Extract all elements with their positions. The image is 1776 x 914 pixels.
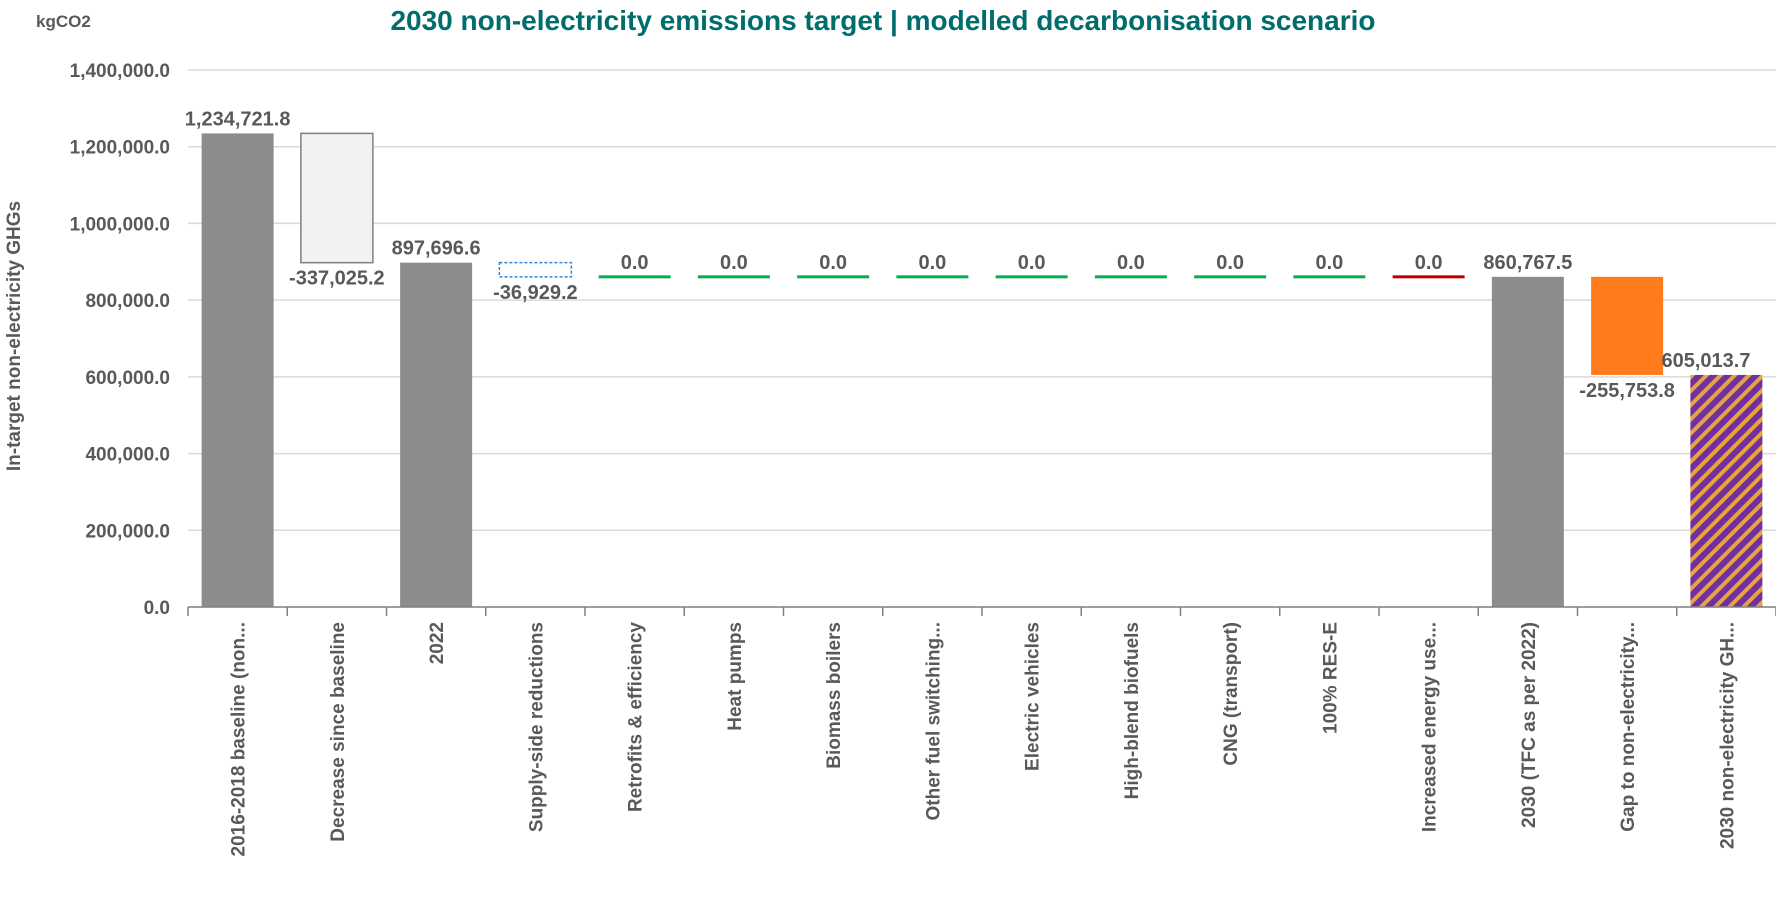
bar bbox=[1392, 275, 1465, 279]
bars bbox=[201, 132, 1763, 607]
category-label: Other fuel switching... bbox=[923, 622, 944, 820]
category-label: Retrofits & efficiency bbox=[626, 622, 647, 812]
y-tick-label: 800,000.0 bbox=[85, 291, 170, 312]
category-label: 2030 (TFC as per 2022) bbox=[1519, 622, 1540, 828]
data-label: 860,767.5 bbox=[1483, 252, 1572, 274]
category-label: Heat pumps bbox=[725, 622, 746, 731]
bar bbox=[995, 275, 1068, 279]
data-label: 605,013.7 bbox=[1662, 350, 1751, 372]
data-label: -337,025.2 bbox=[289, 268, 385, 290]
category-label: Electric vehicles bbox=[1023, 622, 1044, 771]
bar bbox=[697, 275, 770, 279]
data-label: 0.0 bbox=[819, 252, 847, 274]
y-tick-label: 600,000.0 bbox=[85, 368, 170, 389]
y-axis-label: In-target non-electricity GHGs bbox=[4, 201, 25, 471]
bar bbox=[1293, 275, 1366, 279]
data-label: 0.0 bbox=[1117, 252, 1145, 274]
bar bbox=[1094, 275, 1167, 279]
x-axis bbox=[187, 606, 1776, 616]
y-tick-label: 1,200,000.0 bbox=[70, 138, 170, 159]
category-label: 2030 non-electricity GH... bbox=[1717, 622, 1738, 849]
data-label: 0.0 bbox=[720, 252, 748, 274]
bar bbox=[498, 261, 573, 278]
bar bbox=[797, 275, 870, 279]
data-label: 1,234,721.8 bbox=[185, 108, 291, 130]
data-label: 0.0 bbox=[1415, 252, 1443, 274]
bar bbox=[598, 275, 671, 279]
data-label: -255,753.8 bbox=[1579, 380, 1675, 402]
data-label: -36,929.2 bbox=[493, 282, 578, 304]
category-label: 2016-2018 baseline (non... bbox=[229, 622, 250, 856]
category-label: Increased energy use... bbox=[1420, 622, 1441, 832]
category-label: Gap to non-electricity... bbox=[1618, 622, 1639, 832]
y-tick-label: 0.0 bbox=[144, 598, 170, 619]
bar bbox=[1491, 276, 1564, 607]
category-label: Decrease since baseline bbox=[328, 622, 349, 842]
category-labels: 2016-2018 baseline (non... Decrease since… bbox=[229, 622, 1739, 857]
y-tick-label: 200,000.0 bbox=[85, 521, 170, 542]
bar bbox=[201, 133, 274, 607]
data-label: 0.0 bbox=[1216, 252, 1244, 274]
bar bbox=[896, 275, 969, 279]
bar bbox=[400, 262, 473, 607]
y-tick-label: 400,000.0 bbox=[85, 445, 170, 466]
category-label: High-blend biofuels bbox=[1122, 622, 1143, 799]
category-label: 2022 bbox=[427, 622, 448, 664]
data-labels: 1,234,721.8 -337,025.2 897,696.6 -36,929.2 0… bbox=[185, 108, 1751, 402]
y-tick-label: 1,000,000.0 bbox=[70, 214, 170, 235]
category-label: Biomass boilers bbox=[824, 622, 845, 769]
category-label: 100% RES-E bbox=[1320, 622, 1341, 734]
data-label: 0.0 bbox=[1018, 252, 1046, 274]
data-label: 0.0 bbox=[918, 252, 946, 274]
data-label: 897,696.6 bbox=[392, 238, 481, 260]
bar bbox=[300, 132, 374, 264]
bar bbox=[1194, 275, 1267, 279]
bar bbox=[1591, 276, 1664, 375]
y-tick-label: 1,400,000.0 bbox=[70, 61, 170, 82]
unit-label: kgCO2 bbox=[36, 12, 91, 31]
data-label: 0.0 bbox=[621, 252, 649, 274]
data-label: 0.0 bbox=[1315, 252, 1343, 274]
category-label: Supply-side reductions bbox=[526, 622, 547, 832]
bar bbox=[1690, 374, 1763, 607]
category-label: CNG (transport) bbox=[1221, 622, 1242, 766]
chart-title: 2030 non-electricity emissions target | … bbox=[390, 5, 1375, 36]
y-axis-ticks: 0.0 200,000.0 400,000.0 600,000.0 800,000.0 1… bbox=[70, 61, 170, 619]
